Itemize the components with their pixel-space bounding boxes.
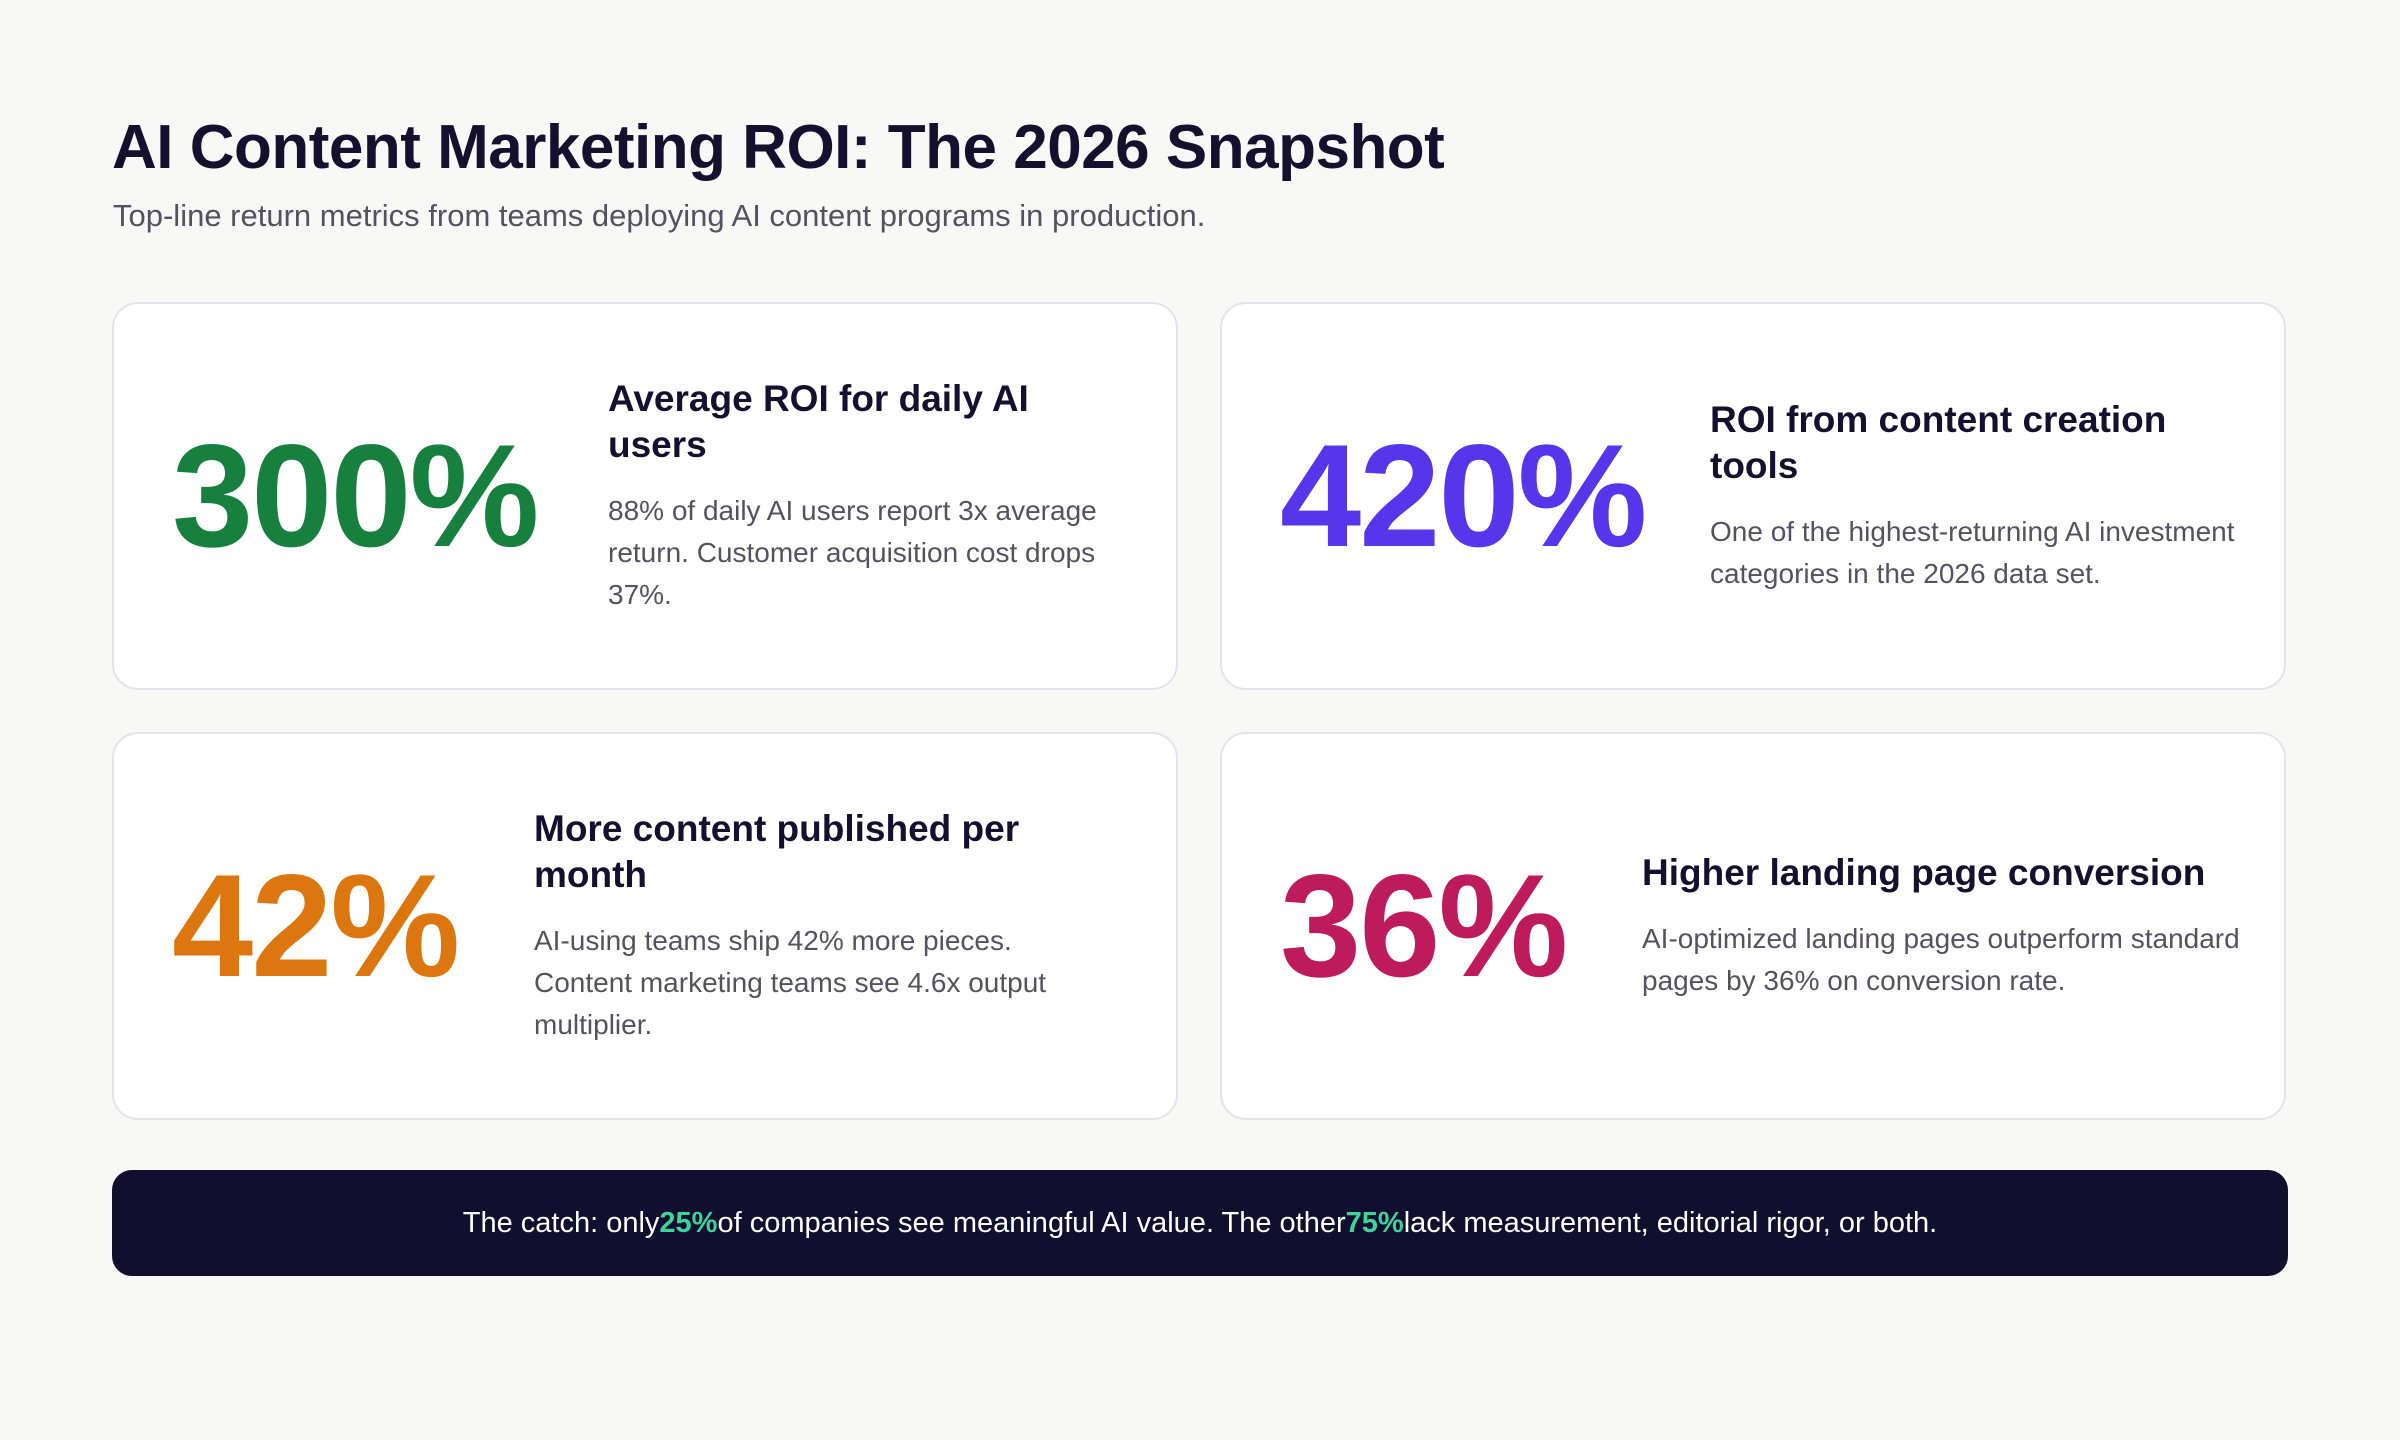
stat-title: Average ROI for daily AI users	[608, 378, 1029, 465]
page-subtitle: Top-line return metrics from teams deplo…	[113, 198, 1206, 233]
stat-value: 420%	[1280, 414, 1647, 577]
callout-highlight-percent: 25%	[659, 1206, 718, 1239]
stat-text: Average ROI for daily AI users 88% of da…	[608, 304, 1128, 688]
stat-card-landing-conversion: 36% Higher landing page conversion AI-op…	[1220, 732, 2286, 1120]
callout-banner: The catch: only 25% of companies see mea…	[112, 1170, 2288, 1276]
stat-description: 88% of daily AI users report 3x average …	[608, 495, 1097, 610]
stat-card-daily-ai-roi: 300% Average ROI for daily AI users 88% …	[112, 302, 1178, 690]
stat-value: 42%	[172, 844, 460, 1007]
stat-card-content-tools-roi: 420% ROI from content creation tools One…	[1220, 302, 2286, 690]
stat-title: Higher landing page conversion	[1642, 852, 2206, 893]
stat-description: One of the highest-returning AI investme…	[1710, 516, 2235, 589]
callout-text: The catch: only	[462, 1206, 660, 1239]
stat-card-content-published: 42% More content published per month AI-…	[112, 732, 1178, 1120]
stat-title: More content published per month	[534, 808, 1020, 895]
page-title: AI Content Marketing ROI: The 2026 Snaps…	[112, 113, 1445, 182]
stat-description: AI-using teams ship 42% more pieces. Con…	[534, 925, 1047, 1040]
stat-value: 300%	[172, 414, 539, 577]
stat-text: More content published per month AI-usin…	[534, 734, 1114, 1118]
stat-title: ROI from content creation tools	[1710, 399, 2167, 486]
stat-text: Higher landing page conversion AI-optimi…	[1642, 734, 2242, 1118]
callout-text: lack measurement, editorial rigor, or bo…	[1403, 1206, 1938, 1239]
stat-text: ROI from content creation tools One of t…	[1710, 304, 2250, 688]
stat-value: 36%	[1280, 844, 1568, 1007]
callout-highlight-percent: 75%	[1345, 1206, 1404, 1239]
callout-text: of companies see meaningful AI value. Th…	[717, 1206, 1346, 1239]
stat-description: AI-optimized landing pages outperform st…	[1642, 923, 2240, 996]
